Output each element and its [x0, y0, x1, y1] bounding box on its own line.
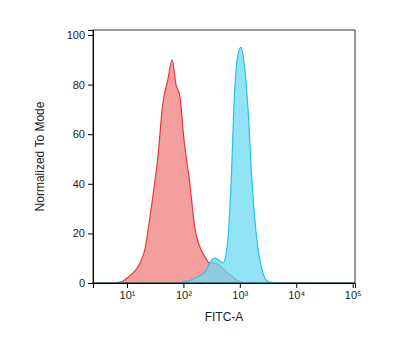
- x-axis: 10¹ 10² 10³ 10⁴ 10⁵: [94, 283, 362, 301]
- x-tick-mark: [127, 283, 128, 288]
- y-tick-mark: [88, 283, 93, 284]
- y-tick-mark: [88, 184, 93, 185]
- y-axis-line: [88, 31, 94, 284]
- x-axis-line: [94, 284, 356, 289]
- chart: 10¹ 10² 10³ 10⁴ 10⁵ 0 20 40 60 80 100 FITC-A Normali…: [0, 0, 400, 346]
- y-tick: 40: [73, 178, 93, 190]
- x-tick: 10¹: [120, 283, 136, 301]
- x-tick-label: 10¹: [120, 289, 136, 301]
- x-tick-label: 10⁴: [288, 289, 305, 301]
- x-axis-title: FITC-A: [205, 310, 244, 324]
- y-tick: 100: [67, 29, 93, 41]
- y-axis-title: Normalized To Mode: [33, 101, 47, 211]
- y-tick-label: 20: [73, 227, 85, 239]
- x-tick: 10⁵: [345, 283, 362, 301]
- series-group: [93, 47, 355, 283]
- x-tick-label: 10⁵: [345, 289, 362, 301]
- x-tick: 10⁴: [288, 283, 305, 301]
- y-tick-mark: [88, 85, 93, 86]
- y-tick: 60: [73, 128, 93, 140]
- x-tick-mark: [353, 283, 354, 288]
- y-tick-mark: [88, 233, 93, 234]
- y-tick-mark: [88, 35, 93, 36]
- x-tick-label: 10³: [232, 289, 248, 301]
- y-tick-label: 40: [73, 178, 85, 190]
- plot: 10¹ 10² 10³ 10⁴ 10⁵ 0 20 40 60 80 100: [67, 29, 362, 301]
- y-tick: 0: [79, 277, 93, 289]
- x-tick: 10³: [232, 283, 248, 301]
- y-tick-mark: [88, 134, 93, 135]
- x-tick-mark: [240, 283, 241, 288]
- x-tick-label: 10²: [176, 289, 192, 301]
- y-tick-label: 100: [67, 29, 85, 41]
- y-tick: 20: [73, 227, 93, 239]
- x-tick-mark: [183, 283, 184, 288]
- y-tick-label: 60: [73, 128, 85, 140]
- histogram-area: [93, 47, 355, 283]
- y-tick-label: 80: [73, 79, 85, 91]
- y-axis: 0 20 40 60 80 100: [67, 29, 94, 289]
- plot-frame: [93, 30, 355, 283]
- y-tick: 80: [73, 79, 93, 91]
- y-tick-label: 0: [79, 277, 85, 289]
- histogram-area: [93, 60, 355, 283]
- x-tick: 10²: [176, 283, 192, 301]
- x-tick-mark: [296, 283, 297, 288]
